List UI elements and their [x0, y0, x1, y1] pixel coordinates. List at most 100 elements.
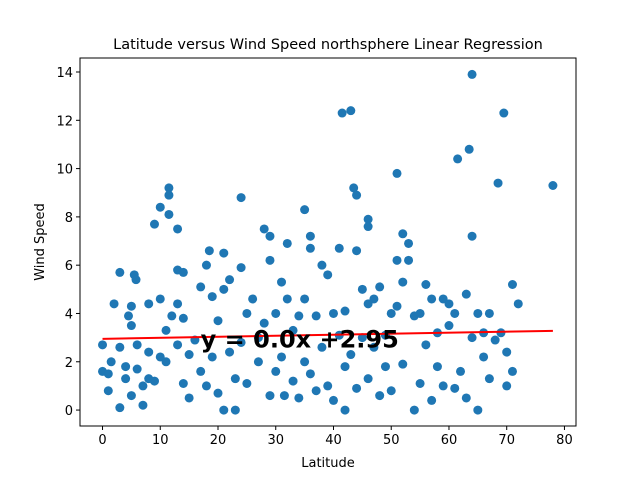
point	[144, 347, 154, 357]
point	[352, 190, 362, 200]
point	[219, 405, 229, 415]
point	[138, 381, 148, 391]
point	[375, 282, 385, 292]
point	[461, 393, 471, 403]
point	[300, 205, 310, 215]
point	[363, 374, 373, 384]
point	[300, 357, 310, 367]
point	[386, 308, 396, 318]
point	[242, 379, 252, 389]
point	[230, 374, 240, 384]
point	[467, 231, 477, 241]
point	[288, 325, 298, 335]
point	[178, 313, 188, 323]
point	[138, 400, 148, 410]
point	[484, 374, 494, 384]
point	[225, 275, 235, 285]
chart-title: Latitude versus Wind Speed northsphere L…	[113, 37, 543, 53]
point	[398, 229, 408, 239]
point	[323, 270, 333, 280]
point	[98, 340, 108, 350]
point	[479, 352, 489, 362]
point	[155, 202, 165, 212]
point	[409, 405, 419, 415]
point	[219, 284, 229, 294]
point	[357, 333, 367, 343]
x-tick-label: 60	[441, 433, 458, 448]
point	[265, 231, 275, 241]
point	[242, 308, 252, 318]
point	[337, 108, 347, 118]
point	[421, 340, 431, 350]
point	[115, 342, 125, 352]
y-tick-label: 0	[65, 404, 73, 419]
point	[173, 340, 183, 350]
point	[392, 255, 402, 265]
point	[173, 299, 183, 309]
point	[340, 362, 350, 372]
point	[317, 260, 327, 270]
point	[106, 357, 116, 367]
point	[398, 277, 408, 287]
point	[149, 219, 159, 229]
point	[392, 301, 402, 311]
point	[473, 308, 483, 318]
point	[464, 144, 474, 154]
point	[161, 325, 171, 335]
point	[352, 383, 362, 393]
point	[121, 374, 131, 384]
point	[164, 183, 174, 193]
point	[204, 246, 214, 256]
point	[369, 342, 379, 352]
point	[207, 352, 217, 362]
point	[271, 308, 281, 318]
point	[103, 369, 113, 379]
y-tick-label: 8	[65, 211, 73, 226]
point	[121, 362, 131, 372]
y-tick-label: 4	[65, 307, 73, 322]
point	[484, 308, 494, 318]
x-tick-label: 30	[267, 433, 284, 448]
point	[450, 308, 460, 318]
x-tick-label: 0	[98, 433, 106, 448]
point	[178, 379, 188, 389]
point	[271, 366, 281, 376]
y-axis-label: Wind Speed	[33, 203, 48, 281]
point	[352, 246, 362, 256]
point	[427, 395, 437, 405]
point	[103, 386, 113, 396]
point	[346, 106, 356, 116]
point	[305, 243, 315, 253]
point	[126, 391, 136, 401]
point	[404, 255, 414, 265]
point	[438, 381, 448, 391]
y-tick-label: 10	[56, 163, 73, 178]
plot-frame	[79, 57, 577, 427]
point	[507, 279, 517, 289]
x-tick-label: 20	[210, 433, 227, 448]
point	[277, 277, 287, 287]
point	[444, 299, 454, 309]
point	[334, 243, 344, 253]
point	[124, 311, 134, 321]
point	[126, 321, 136, 331]
point	[132, 340, 142, 350]
point	[375, 391, 385, 401]
point	[349, 183, 359, 193]
point	[363, 214, 373, 224]
point	[328, 308, 338, 318]
point	[317, 342, 327, 352]
point	[279, 391, 289, 401]
point	[461, 289, 471, 299]
point	[363, 222, 373, 232]
point	[207, 292, 217, 302]
y-tick-label: 6	[65, 259, 73, 274]
point	[126, 301, 136, 311]
point	[392, 168, 402, 178]
point	[421, 279, 431, 289]
point	[450, 383, 460, 393]
point	[265, 255, 275, 265]
point	[213, 388, 223, 398]
point	[201, 260, 211, 270]
